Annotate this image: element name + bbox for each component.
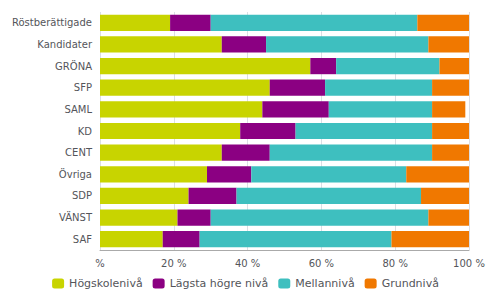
svg-text:20 %: 20 % bbox=[161, 258, 186, 269]
svg-text:Kandidater: Kandidater bbox=[37, 39, 93, 50]
svg-text:100 %: 100 % bbox=[453, 258, 485, 269]
svg-text:CENT: CENT bbox=[65, 147, 93, 158]
svg-text:Mellannivå: Mellannivå bbox=[295, 277, 354, 290]
svg-text:80 %: 80 % bbox=[382, 258, 407, 269]
svg-text:Grundnivå: Grundnivå bbox=[382, 277, 439, 290]
svg-text:VÄNST: VÄNST bbox=[59, 211, 93, 223]
svg-text:SFP: SFP bbox=[74, 82, 92, 93]
svg-text:KD: KD bbox=[78, 126, 93, 137]
svg-text:%: % bbox=[95, 258, 105, 269]
svg-text:40 %: 40 % bbox=[235, 258, 260, 269]
svg-text:60 %: 60 % bbox=[309, 258, 334, 269]
svg-text:Övriga: Övriga bbox=[59, 168, 92, 180]
svg-text:GRÖNA: GRÖNA bbox=[55, 60, 92, 72]
svg-text:Högskolenivå: Högskolenivå bbox=[69, 277, 143, 290]
svg-text:Röstberättigade: Röstberättigade bbox=[12, 17, 92, 28]
svg-text:Lägsta högre nivå: Lägsta högre nivå bbox=[170, 277, 269, 290]
svg-text:SAF: SAF bbox=[73, 234, 92, 245]
svg-text:SDP: SDP bbox=[72, 190, 92, 201]
svg-text:SAML: SAML bbox=[64, 104, 92, 115]
